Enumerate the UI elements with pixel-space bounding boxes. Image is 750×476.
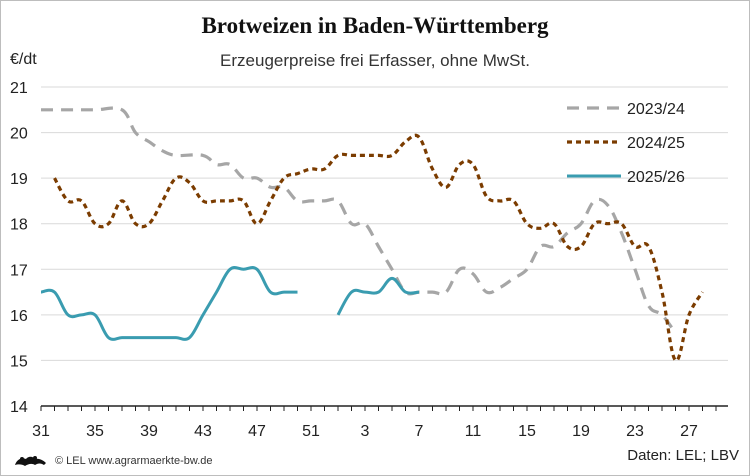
- footer-data-source: Daten: LEL; LBV: [627, 447, 739, 464]
- series-line-2025-26-1: [336, 276, 420, 316]
- y-tick-label-17: 17: [10, 262, 28, 279]
- footer-copyright: © LEL www.agrarmaerkte-bw.de: [55, 455, 213, 467]
- x-tick-label-7: 7: [415, 423, 424, 440]
- series-line-2025-26-0: [40, 265, 298, 341]
- y-tick-label-18: 18: [10, 217, 28, 234]
- legend-label-2024-25: 2024/25: [627, 135, 685, 152]
- x-tick-label-23: 23: [626, 423, 644, 440]
- y-tick-label-14: 14: [10, 399, 28, 416]
- x-tick-label-47: 47: [248, 423, 266, 440]
- x-tick-label-3: 3: [361, 423, 370, 440]
- y-tick-label-15: 15: [10, 353, 28, 370]
- y-tick-label-20: 20: [10, 126, 28, 143]
- footer-source-left: © LEL www.agrarmaerkte-bw.de: [13, 453, 213, 469]
- y-axis-unit: €/dt: [10, 51, 37, 68]
- x-tick-label-15: 15: [518, 423, 536, 440]
- y-tick-label-21: 21: [10, 80, 28, 97]
- x-tick-label-31: 31: [32, 423, 50, 440]
- chart-subtitle: Erzeugerpreise frei Erfasser, ohne MwSt.: [220, 51, 530, 70]
- y-tick-label-16: 16: [10, 308, 28, 325]
- x-tick-label-43: 43: [194, 423, 212, 440]
- x-tick-label-27: 27: [680, 423, 698, 440]
- legend-label-2023-24: 2023/24: [627, 101, 685, 118]
- legend-label-2025-26: 2025/26: [627, 169, 685, 186]
- x-tick-label-19: 19: [572, 423, 590, 440]
- x-tick-label-35: 35: [86, 423, 104, 440]
- x-tick-label-11: 11: [465, 423, 482, 440]
- baden-wuerttemberg-lion-logo: [15, 456, 46, 466]
- x-tick-label-51: 51: [302, 423, 320, 440]
- chart-title: Brotweizen in Baden-Württemberg: [201, 13, 549, 38]
- series-line-2023-24-0: [40, 106, 677, 335]
- y-tick-label-19: 19: [10, 171, 28, 188]
- x-tick-label-39: 39: [140, 423, 158, 440]
